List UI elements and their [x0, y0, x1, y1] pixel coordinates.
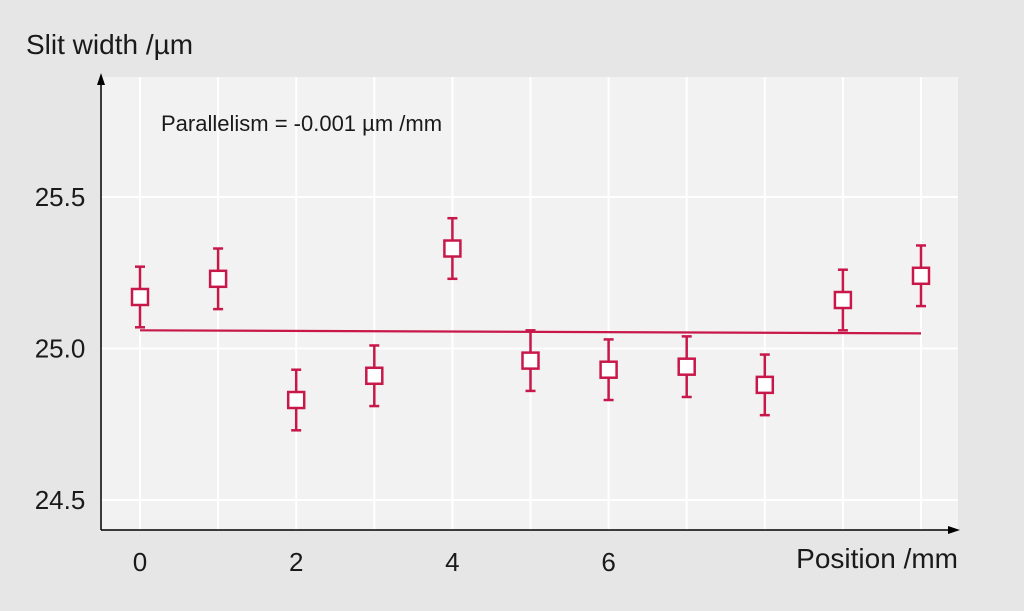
data-point: [521, 329, 540, 393]
point-marker: [365, 366, 384, 386]
point-marker: [677, 357, 696, 376]
axes: [97, 73, 960, 534]
data-point: [365, 344, 384, 408]
parallelism-annotation: Parallelism = -0.001 µm /mm: [161, 111, 442, 136]
point-marker: [286, 390, 306, 410]
x-axis-title: Position /mm: [796, 543, 958, 574]
data-points: [130, 216, 931, 432]
data-point: [130, 265, 150, 329]
data-point: [443, 216, 462, 281]
y-tick-label: 25.5: [35, 182, 86, 212]
y-axis-title: Slit width /µm: [26, 29, 193, 60]
point-marker: [521, 351, 540, 370]
point-marker: [911, 266, 931, 286]
point-marker: [833, 290, 853, 310]
point-marker: [443, 239, 462, 258]
point-marker: [208, 269, 228, 289]
data-point: [208, 247, 228, 311]
data-point: [833, 268, 853, 332]
data-point: [286, 368, 306, 432]
y-tick-label: 25.0: [35, 334, 86, 364]
x-tick-label: 6: [601, 547, 615, 577]
data-point: [911, 244, 931, 308]
x-axis-arrow: [948, 526, 960, 534]
point-marker: [755, 375, 775, 395]
data-point: [677, 335, 696, 399]
point-marker: [130, 287, 150, 307]
x-tick-label: 4: [445, 547, 459, 577]
data-point: [599, 338, 618, 402]
tick-labels: 0 2 4 6 24.5 25.0 25.5: [35, 182, 616, 577]
x-tick-label: 0: [133, 547, 147, 577]
x-tick-label: 2: [289, 547, 303, 577]
y-tick-label: 24.5: [35, 485, 86, 515]
data-point: [755, 353, 775, 417]
point-marker: [599, 360, 618, 379]
y-axis-arrow: [97, 73, 105, 85]
